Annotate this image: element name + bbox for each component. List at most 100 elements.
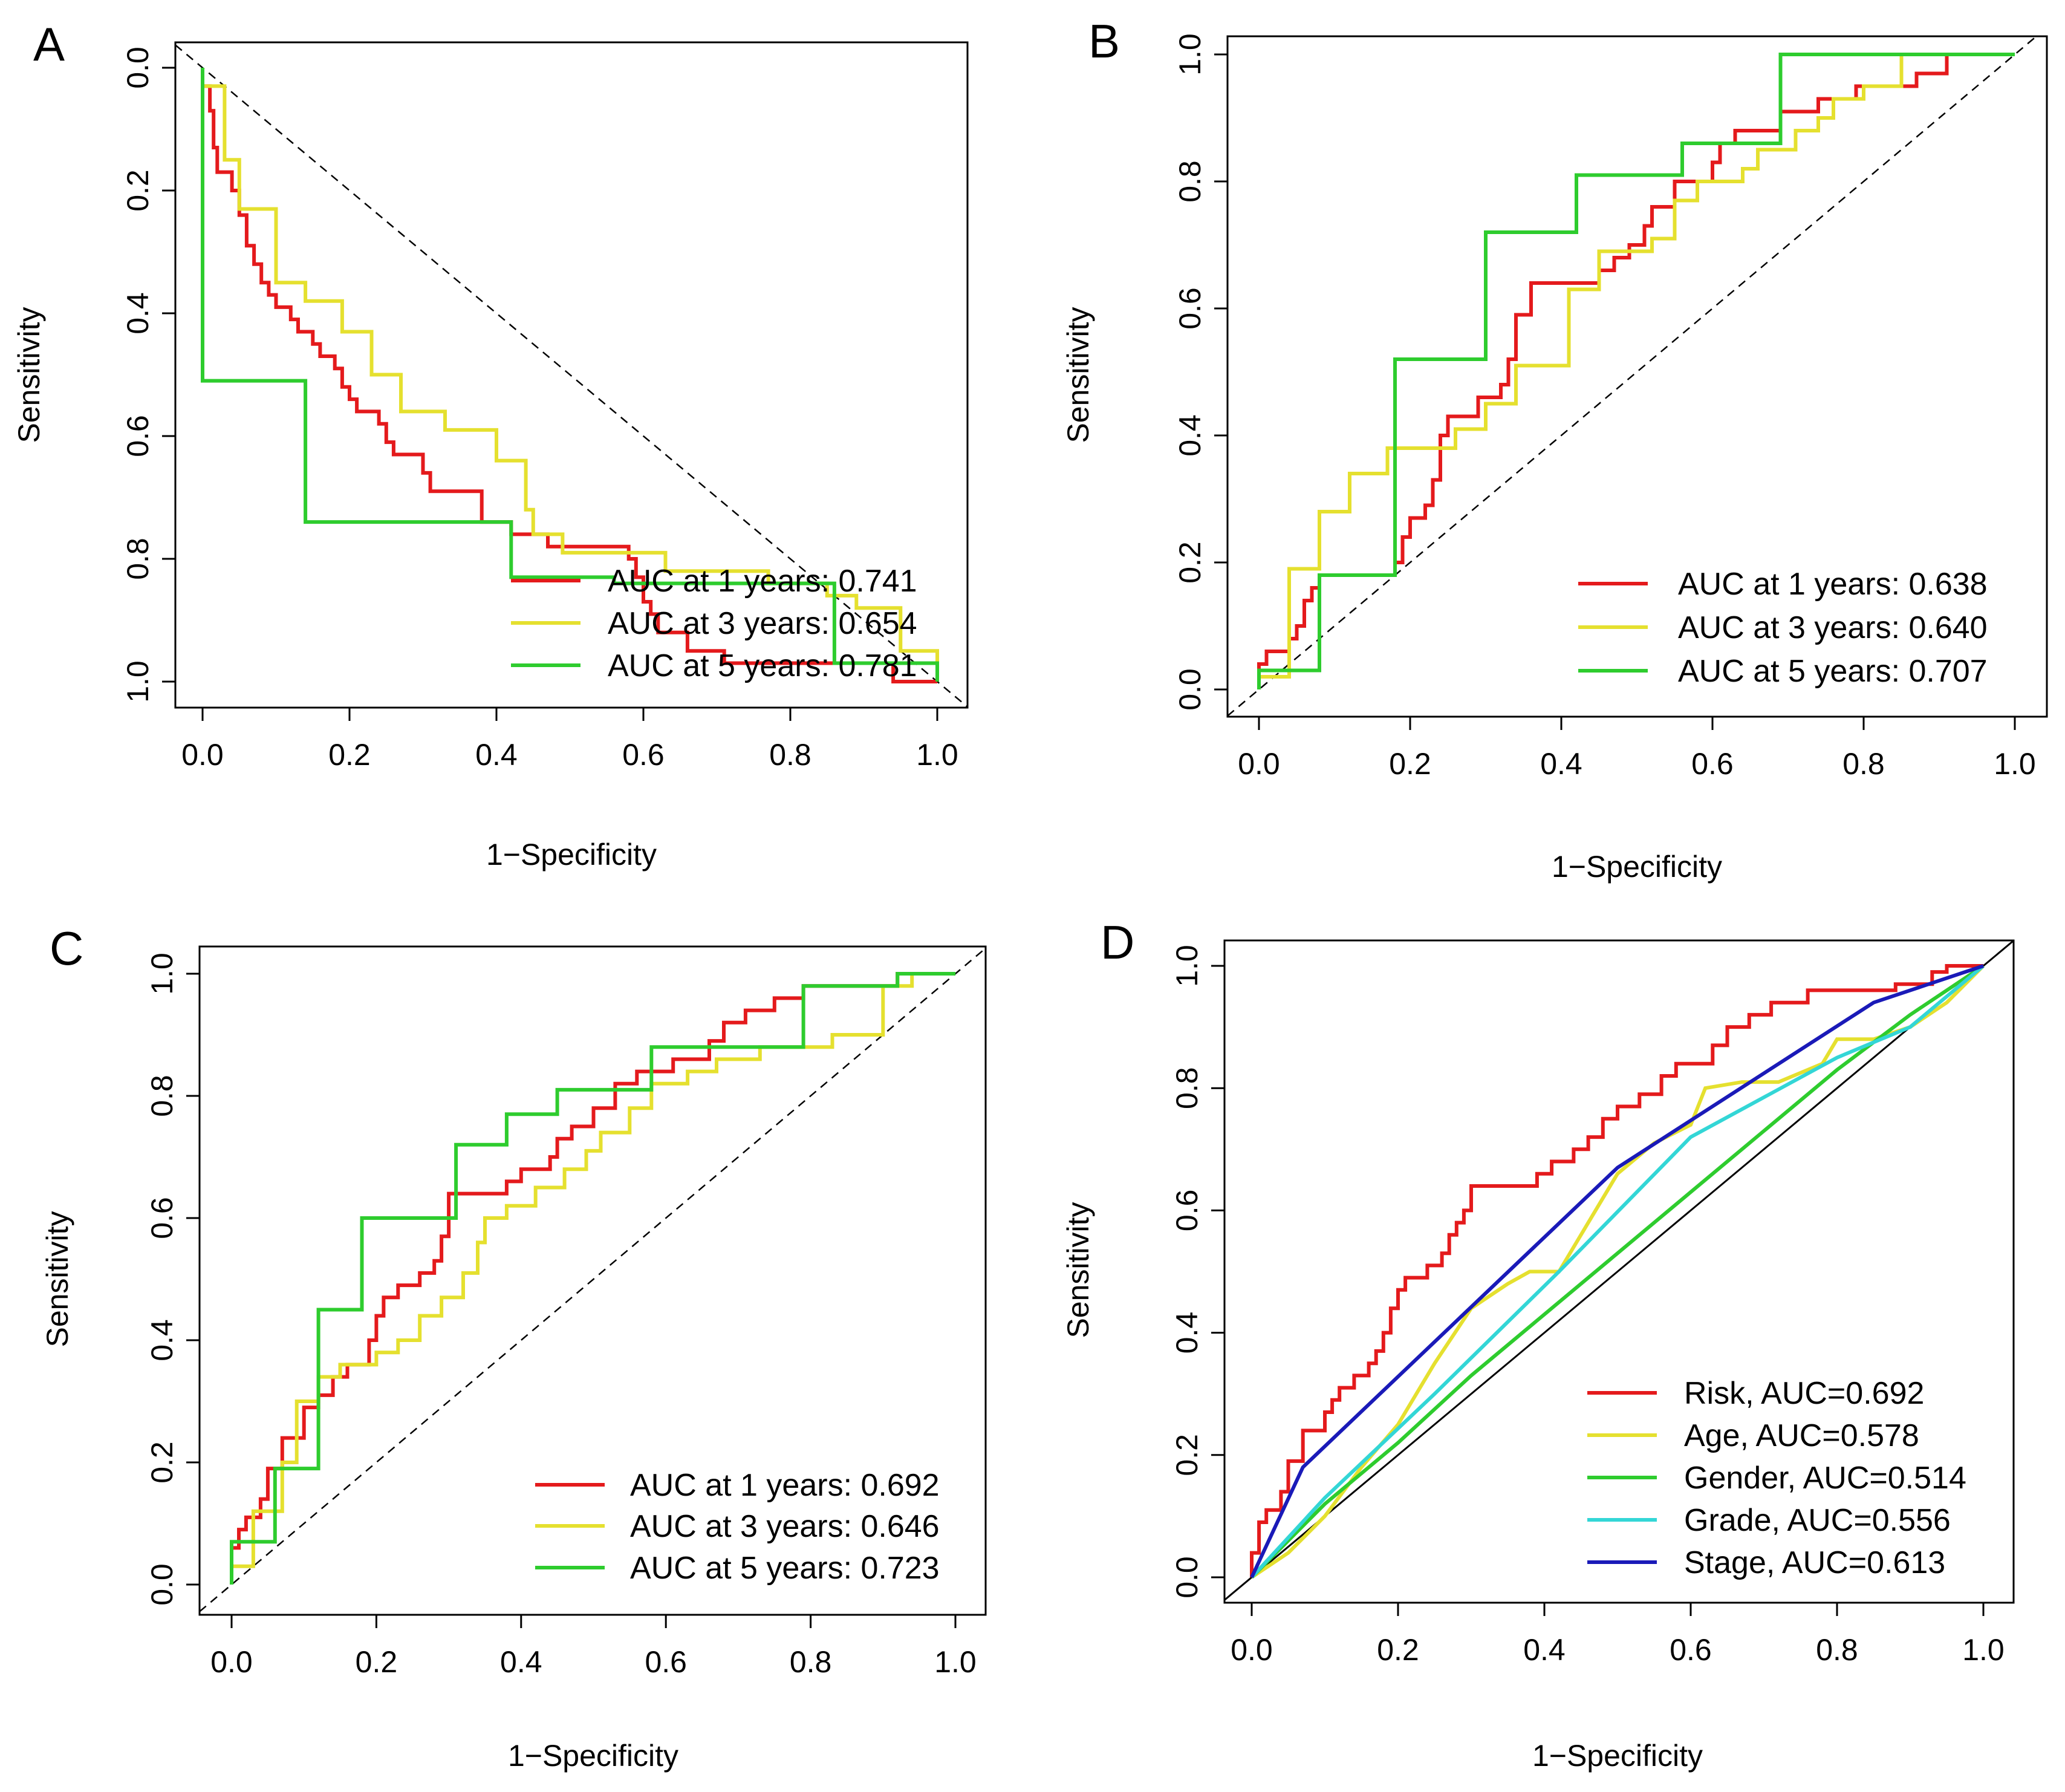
panel-d-x-tick-label: 0.8 bbox=[1816, 1633, 1858, 1667]
legend-label: AUC at 3 years: 0.640 bbox=[1678, 610, 1988, 645]
panel-c-x-tick-label: 0.4 bbox=[500, 1645, 542, 1679]
panel-a-x-tick-label: 0.8 bbox=[769, 738, 811, 772]
panel-b-y-tick-label: 0.4 bbox=[1173, 414, 1207, 457]
panel-d-y-tick-label: 0.0 bbox=[1170, 1556, 1204, 1598]
panel-b-y-tick-label: 0.2 bbox=[1173, 541, 1207, 584]
panel-b-y-tick-label: 0.6 bbox=[1173, 287, 1207, 330]
panel-b-letter: B bbox=[1088, 15, 1120, 68]
panel-c-curves bbox=[199, 947, 986, 1612]
panel-a-x-tick-label: 0.2 bbox=[328, 738, 371, 772]
panel-b-x-axis: 0.0 0.2 0.4 0.6 0.8 1.0 bbox=[1238, 717, 2036, 781]
panel-a-x-tick-label: 0.6 bbox=[622, 738, 665, 772]
panel-b-x-tick-label: 0.6 bbox=[1691, 747, 1734, 781]
panel-d-roc-curve-red bbox=[1250, 964, 1983, 1577]
legend-label: AUC at 3 years: 0.654 bbox=[608, 606, 917, 641]
panel-c-x-axis: 0.0 0.2 0.4 0.6 0.8 1.0 bbox=[210, 1615, 977, 1679]
panel-a-roc-curve-green bbox=[201, 68, 939, 682]
panel-d-x-tick-label: 0.6 bbox=[1670, 1633, 1712, 1667]
legend-label: AUC at 5 years: 0.707 bbox=[1678, 654, 1988, 689]
panel-a: A 0.0 0.2 0.4 0.6 0.8 1.0 0.00.20.40.60.81.0 … bbox=[12, 18, 969, 872]
legend-label: AUC at 1 years: 0.692 bbox=[630, 1468, 940, 1503]
panel-d-x-tick-label: 0.4 bbox=[1523, 1633, 1566, 1667]
panel-c-roc-curve-red bbox=[230, 972, 955, 1585]
legend-label: Stage, AUC=0.613 bbox=[1684, 1545, 1945, 1580]
panel-a-y-tick-label: 0.6 bbox=[121, 415, 155, 457]
panel-d-y-tick-label: 0.6 bbox=[1170, 1190, 1204, 1232]
panel-d-y-axis: 0.0 0.2 0.4 0.6 0.8 1.0 bbox=[1170, 945, 1224, 1598]
legend-label: AUC at 5 years: 0.723 bbox=[630, 1551, 940, 1586]
legend-label: AUC at 1 years: 0.741 bbox=[608, 564, 917, 599]
panel-c-y-axis-label: Sensitivity bbox=[41, 1211, 74, 1347]
panel-a-x-tick-label: 1.0 bbox=[916, 738, 958, 772]
panel-a-letter: A bbox=[33, 18, 65, 71]
panel-c-plot-frame bbox=[198, 945, 987, 1616]
panel-b-legend: AUC at 1 years: 0.638 AUC at 3 years: 0.… bbox=[1578, 567, 1988, 689]
legend-label: Age, AUC=0.578 bbox=[1684, 1418, 1919, 1453]
panel-a-roc-curve-red bbox=[201, 68, 937, 683]
panel-c-x-tick-label: 0.6 bbox=[645, 1645, 687, 1679]
panel-c-x-tick-label: 0.0 bbox=[210, 1645, 253, 1679]
panel-d-x-tick-label: 0.0 bbox=[1231, 1633, 1273, 1667]
panel-c-y-tick-label: 0.6 bbox=[145, 1197, 179, 1239]
legend-label: AUC at 3 years: 0.646 bbox=[630, 1509, 940, 1544]
panel-d-y-tick-label: 0.4 bbox=[1170, 1312, 1204, 1354]
panel-d-roc-curve-green bbox=[1250, 964, 1985, 1579]
panel-d-y-tick-label: 0.2 bbox=[1170, 1434, 1204, 1476]
panel-b-y-axis-label: Sensitivity bbox=[1061, 307, 1095, 443]
legend-label: Grade, AUC=0.556 bbox=[1684, 1503, 1951, 1538]
panel-d-plot-frame bbox=[1223, 939, 2015, 1604]
panel-c-y-tick-label: 0.8 bbox=[145, 1075, 179, 1117]
panel-b-reference-line bbox=[1227, 36, 2037, 717]
panel-d-y-tick-label: 0.8 bbox=[1170, 1067, 1204, 1109]
legend-label: Gender, AUC=0.514 bbox=[1684, 1461, 1966, 1496]
panel-a-y-tick-label: 0.2 bbox=[121, 169, 155, 212]
panel-c-roc-curve-green bbox=[230, 972, 955, 1585]
panel-b-x-axis-label: 1−Specificity bbox=[1552, 850, 1722, 884]
panel-a-y-tick-label: 0.0 bbox=[121, 47, 155, 89]
panel-a-x-tick-label: 0.4 bbox=[475, 738, 518, 772]
panel-d-x-axis: 0.0 0.2 0.4 0.6 0.8 1.0 bbox=[1231, 1603, 2005, 1667]
panel-c-y-tick-label: 0.0 bbox=[145, 1563, 179, 1606]
panel-d-x-tick-label: 0.2 bbox=[1377, 1633, 1419, 1667]
panel-c-letter: C bbox=[50, 922, 83, 975]
panel-c-x-tick-label: 1.0 bbox=[934, 1645, 977, 1679]
panel-c-legend: AUC at 1 years: 0.692 AUC at 3 years: 0.… bbox=[535, 1468, 940, 1586]
panel-c-y-tick-label: 0.2 bbox=[145, 1441, 179, 1484]
panel-c-reference-line bbox=[199, 947, 986, 1612]
panel-b-x-tick-label: 0.0 bbox=[1238, 747, 1280, 781]
panel-d-x-tick-label: 1.0 bbox=[1962, 1633, 2005, 1667]
panel-b-y-tick-label: 0.8 bbox=[1173, 160, 1207, 203]
panel-b-plot-frame bbox=[1226, 35, 2048, 718]
panel-c-y-axis: 0.0 0.2 0.4 0.6 0.8 1.0 bbox=[145, 953, 200, 1606]
panel-a-x-axis-label: 1−Specificity bbox=[486, 838, 657, 872]
legend-label: AUC at 1 years: 0.638 bbox=[1678, 567, 1988, 602]
panel-b-y-tick-label: 1.0 bbox=[1173, 33, 1207, 76]
panel-b-roc-curve-green bbox=[1257, 53, 2015, 689]
panel-b-y-axis: 0.0 0.2 0.4 0.6 0.8 1.0 bbox=[1173, 33, 1228, 711]
panel-a-plot-frame bbox=[174, 41, 969, 709]
panel-a-curves bbox=[175, 44, 968, 708]
panel-d-letter: D bbox=[1101, 916, 1134, 969]
panel-c-x-tick-label: 0.2 bbox=[356, 1645, 398, 1679]
panel-a-y-axis: 0.0 0.2 0.4 0.6 0.8 1.0 bbox=[121, 47, 175, 703]
panel-d-x-axis-label: 1−Specificity bbox=[1532, 1739, 1703, 1773]
legend-label: AUC at 5 years: 0.781 bbox=[608, 648, 917, 683]
panel-a-y-axis-label: Sensitivity bbox=[12, 307, 46, 443]
panel-a-x-tick-label: 0.0 bbox=[181, 738, 224, 772]
panel-c-y-tick-label: 0.4 bbox=[145, 1319, 179, 1361]
panel-b-roc-curve-yellow bbox=[1257, 53, 2015, 689]
panel-c: C 0.0 0.2 0.4 0.6 0.8 1.0 0.00.20.40.60.81.0 … bbox=[41, 922, 987, 1773]
panel-b-roc-curve-red bbox=[1257, 53, 2015, 689]
panel-d: D 0.0 0.2 0.4 0.6 0.8 1.0 0.00.20.40.60.81.0 … bbox=[1061, 916, 2015, 1773]
panel-b-x-tick-label: 1.0 bbox=[1994, 747, 2036, 781]
panel-c-x-tick-label: 0.8 bbox=[790, 1645, 832, 1679]
panel-a-y-tick-label: 0.8 bbox=[121, 538, 155, 580]
panel-c-y-tick-label: 1.0 bbox=[145, 953, 179, 995]
panel-a-roc-curve-yellow bbox=[201, 68, 939, 682]
panel-a-legend: AUC at 1 years: 0.741 AUC at 3 years: 0.… bbox=[511, 564, 917, 683]
panel-a-y-tick-label: 1.0 bbox=[121, 660, 155, 703]
panel-b-x-tick-label: 0.4 bbox=[1540, 747, 1582, 781]
panel-a-x-axis: 0.0 0.2 0.4 0.6 0.8 1.0 bbox=[181, 708, 958, 772]
panel-b: B 0.0 0.2 0.4 0.6 0.8 1.0 0.00.20.40.60.81.0 … bbox=[1061, 15, 2048, 884]
